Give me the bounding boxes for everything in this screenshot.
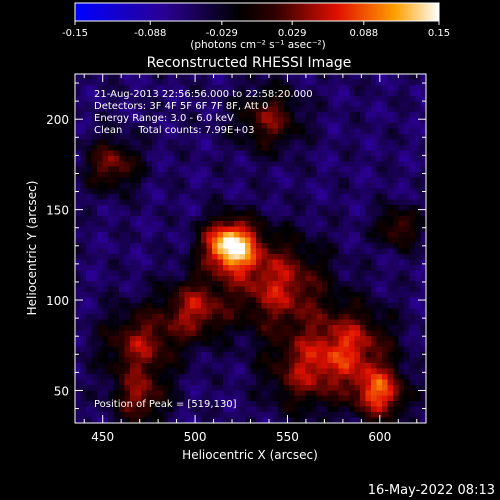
colorbar-tick-label: 0.088 — [349, 28, 378, 39]
heatmap-image — [75, 74, 426, 423]
y-tick-label: 50 — [54, 384, 69, 398]
colorbar-label: (photons cm⁻² s⁻¹ asec⁻²) — [190, 39, 325, 51]
colorbar-tick-label: -0.088 — [134, 28, 166, 39]
x-tick-label: 550 — [276, 430, 299, 444]
colorbar: -0.15 -0.088 -0.029 0.029 0.088 0.15 (photons… — [62, 2, 450, 51]
colorbar-tick-label: 0.029 — [278, 28, 307, 39]
x-tick-label: 500 — [184, 430, 207, 444]
y-tick-label: 150 — [46, 204, 69, 218]
y-axis-label: Heliocentric Y (arcsec) — [25, 181, 39, 316]
colorbar-tick-label: -0.15 — [62, 28, 88, 39]
colorbar-tick-label: -0.029 — [206, 28, 238, 39]
annotation-time-range: 21-Aug-2013 22:56:56.000 to 22:58:20.000 — [94, 89, 313, 100]
annotation-clean-counts: Clean Total counts: 7.99E+03 — [94, 125, 254, 136]
x-axis-label: Heliocentric X (arcsec) — [182, 448, 318, 462]
plot-area: 450 500 550 600 50 100 150 200 21-Aug-2013 22:5… — [46, 73, 427, 444]
annotation-peak-position: Position of Peak = [519,130] — [94, 399, 237, 410]
colorbar-bar — [74, 2, 440, 22]
x-tick-label: 450 — [91, 430, 114, 444]
y-tick-label: 100 — [46, 294, 69, 308]
y-tick-label: 200 — [46, 113, 69, 127]
annotation-energy-range: Energy Range: 3.0 - 6.0 keV — [94, 113, 234, 124]
annotation-detectors: Detectors: 3F 4F 5F 6F 7F 8F, Att 0 — [94, 101, 268, 112]
colorbar-tick-label: 0.15 — [428, 28, 450, 39]
footer-timestamp: 16-May-2022 08:13 — [368, 483, 495, 498]
chart-title: Reconstructed RHESSI Image — [147, 55, 352, 71]
x-tick-label: 600 — [368, 430, 391, 444]
